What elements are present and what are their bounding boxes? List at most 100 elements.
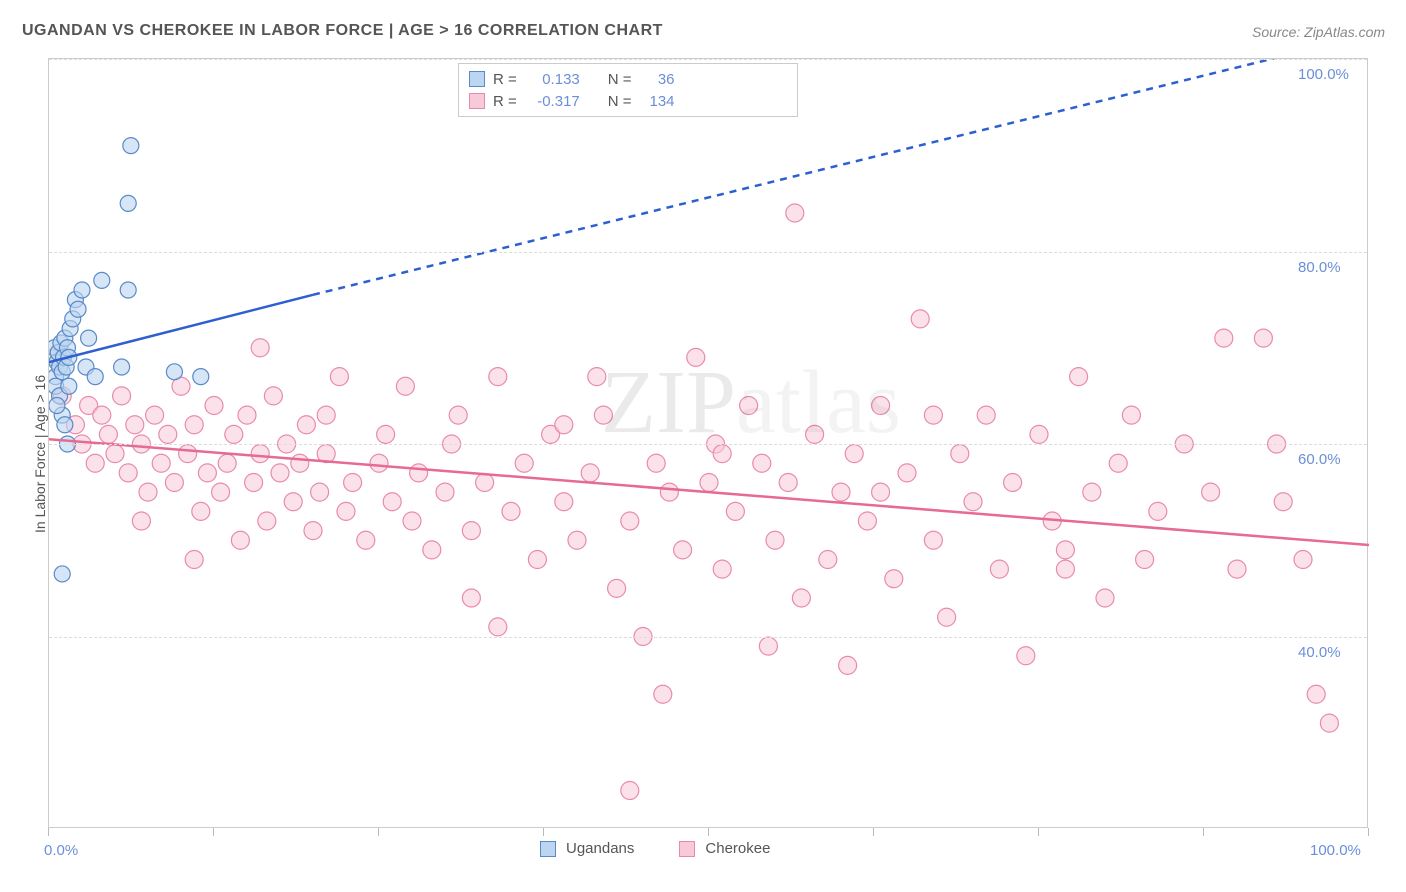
- data-point: [674, 541, 692, 559]
- y-tick-label: 40.0%: [1298, 644, 1341, 661]
- data-point: [647, 454, 665, 472]
- n-label: N =: [608, 93, 632, 110]
- data-point: [284, 493, 302, 511]
- data-point: [792, 589, 810, 607]
- data-point: [687, 348, 705, 366]
- n-label: N =: [608, 71, 632, 88]
- data-point: [61, 378, 77, 394]
- data-point: [839, 656, 857, 674]
- data-point: [166, 364, 182, 380]
- data-point: [94, 272, 110, 288]
- data-point: [423, 541, 441, 559]
- data-point: [1215, 329, 1233, 347]
- data-point: [462, 522, 480, 540]
- data-point: [568, 531, 586, 549]
- data-point: [251, 445, 269, 463]
- data-point: [1122, 406, 1140, 424]
- data-point: [74, 282, 90, 298]
- data-point: [198, 464, 216, 482]
- data-point: [1294, 551, 1312, 569]
- data-point: [1070, 368, 1088, 386]
- data-point: [832, 483, 850, 501]
- data-point: [357, 531, 375, 549]
- data-point: [726, 502, 744, 520]
- data-point: [258, 512, 276, 530]
- data-point: [779, 474, 797, 492]
- data-point: [462, 589, 480, 607]
- data-point: [1307, 685, 1325, 703]
- gridline: [49, 252, 1367, 253]
- data-point: [146, 406, 164, 424]
- data-point: [608, 579, 626, 597]
- data-point: [123, 138, 139, 154]
- trend-line: [49, 439, 1369, 545]
- data-point: [185, 551, 203, 569]
- n-value: 134: [640, 93, 675, 110]
- swatch-cherokee: [469, 93, 485, 109]
- data-point: [845, 445, 863, 463]
- data-point: [964, 493, 982, 511]
- data-point: [924, 406, 942, 424]
- data-point: [898, 464, 916, 482]
- data-point: [49, 398, 65, 414]
- x-tick: [543, 828, 544, 836]
- data-point: [120, 195, 136, 211]
- data-point: [165, 474, 183, 492]
- data-point: [1030, 425, 1048, 443]
- data-point: [119, 464, 137, 482]
- data-point: [951, 445, 969, 463]
- data-point: [159, 425, 177, 443]
- data-point: [1109, 454, 1127, 472]
- data-point: [1083, 483, 1101, 501]
- series-label: Cherokee: [705, 840, 770, 857]
- gridline: [49, 59, 1367, 60]
- data-point: [1096, 589, 1114, 607]
- data-point: [990, 560, 1008, 578]
- x-tick: [213, 828, 214, 836]
- data-point: [403, 512, 421, 530]
- data-point: [139, 483, 157, 501]
- data-point: [70, 301, 86, 317]
- data-point: [581, 464, 599, 482]
- swatch-cherokee: [679, 841, 695, 857]
- data-point: [57, 417, 73, 433]
- data-point: [251, 339, 269, 357]
- x-tick-label: 0.0%: [44, 842, 78, 859]
- data-point: [304, 522, 322, 540]
- data-point: [977, 406, 995, 424]
- data-point: [621, 782, 639, 800]
- data-point: [660, 483, 678, 501]
- x-tick: [378, 828, 379, 836]
- r-label: R =: [493, 93, 517, 110]
- data-point: [1136, 551, 1154, 569]
- swatch-ugandans: [469, 71, 485, 87]
- data-point: [766, 531, 784, 549]
- legend-row-ugandans: R = 0.133 N = 36: [469, 68, 787, 90]
- data-point: [225, 425, 243, 443]
- data-point: [819, 551, 837, 569]
- data-point: [1254, 329, 1272, 347]
- r-label: R =: [493, 71, 517, 88]
- data-point: [740, 397, 758, 415]
- correlation-legend: R = 0.133 N = 36 R = -0.317 N = 134: [458, 63, 798, 117]
- data-point: [1056, 560, 1074, 578]
- x-tick: [48, 828, 49, 836]
- x-tick: [1368, 828, 1369, 836]
- data-point: [594, 406, 612, 424]
- data-point: [713, 560, 731, 578]
- data-point: [113, 387, 131, 405]
- data-point: [1017, 647, 1035, 665]
- y-tick-label: 60.0%: [1298, 451, 1341, 468]
- data-point: [114, 359, 130, 375]
- series-label: Ugandans: [566, 840, 634, 857]
- data-point: [396, 377, 414, 395]
- data-point: [238, 406, 256, 424]
- data-point: [205, 397, 223, 415]
- swatch-ugandans: [540, 841, 556, 857]
- data-point: [621, 512, 639, 530]
- data-point: [528, 551, 546, 569]
- plot-area: ZIPatlas: [48, 58, 1368, 828]
- data-point: [502, 502, 520, 520]
- data-point: [1274, 493, 1292, 511]
- data-point: [344, 474, 362, 492]
